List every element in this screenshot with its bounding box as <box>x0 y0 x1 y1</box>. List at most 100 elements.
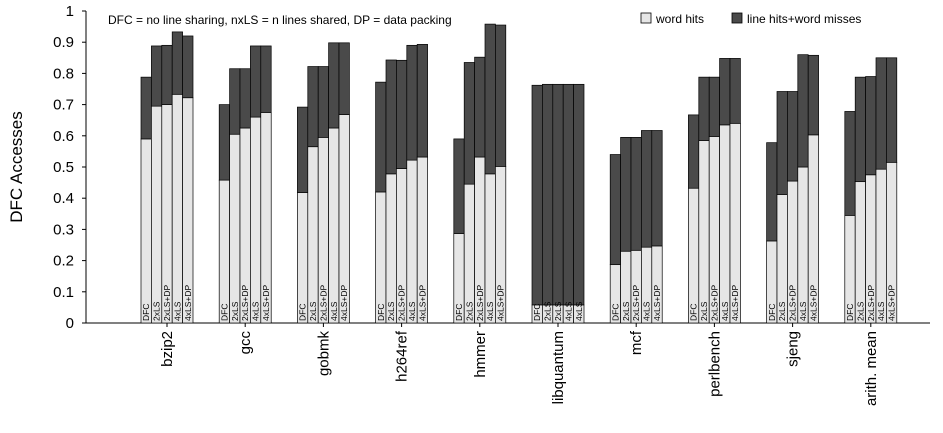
bar-line-hits <box>562 83 574 306</box>
bar-line-hits <box>620 137 632 252</box>
bar-line-hits <box>484 23 496 175</box>
bar-config-label: 2xLS+DP <box>162 285 172 321</box>
legend-swatch <box>731 12 743 24</box>
bar-word-hits <box>229 133 241 324</box>
bar-config-label: 4xLS <box>251 301 261 321</box>
bar-line-hits <box>328 42 340 129</box>
bar-line-hits <box>854 76 866 183</box>
bar-config-label: DFC <box>767 304 777 321</box>
bar-config-label: DFC <box>454 304 464 321</box>
bar-line-hits <box>463 62 475 185</box>
bar-config-label: DFC <box>219 304 229 321</box>
y-tick-label: 0.7 <box>53 97 74 114</box>
bar-word-hits <box>484 173 496 324</box>
bar-config-label: 2xLS <box>777 301 787 321</box>
bar-word-hits <box>875 168 887 324</box>
bar-config-label: 4xLS+DP <box>652 285 662 321</box>
bar-config-label: 2xLS+DP <box>318 285 328 321</box>
y-axis-label: DFC Accesses <box>7 111 26 222</box>
bar-line-hits <box>797 54 809 168</box>
bar-line-hits <box>573 83 585 306</box>
bar-config-label: 2xLS+DP <box>631 285 641 321</box>
bar-line-hits <box>776 91 788 195</box>
y-tick-label: 0.3 <box>53 221 74 238</box>
bar-config-label: 2xLS <box>543 301 553 321</box>
bar-line-hits <box>844 111 856 216</box>
bar-config-label: 4xLS+DP <box>339 285 349 321</box>
y-tick-layer: 0 0.1 0.2 0.3 0.4 0.5 0.6 0.7 0.8 0.9 1 <box>53 3 86 332</box>
bar-line-hits <box>729 58 741 124</box>
bar-config-label: 2xLS+DP <box>866 285 876 321</box>
bar-config-label: 2xLS <box>855 301 865 321</box>
bar-line-hits <box>865 76 877 176</box>
y-tick-label: 0.9 <box>53 34 74 51</box>
bar-config-label: 2xLS <box>621 301 631 321</box>
bar-line-hits <box>338 42 350 115</box>
bar-line-hits <box>229 68 241 135</box>
y-tick-label: 1 <box>66 3 74 20</box>
bar-line-hits <box>151 45 163 107</box>
bar-config-label: 2xLS+DP <box>240 285 250 321</box>
bar-line-hits <box>140 76 152 140</box>
legend-label: word hits <box>655 12 704 26</box>
y-tick-label: 0.8 <box>53 65 74 82</box>
bar-word-hits <box>250 116 262 324</box>
bar-line-hits <box>531 84 543 306</box>
bar-line-hits <box>552 83 564 306</box>
bar-word-hits <box>385 173 397 324</box>
group-label-layer: bzip2 gcc gobmk h264ref hmmer libquantum mcf pe… <box>159 323 880 406</box>
bar-config-label: DFC <box>298 304 308 321</box>
bar-line-hits <box>719 58 731 126</box>
bar-line-hits <box>542 83 554 306</box>
bar-word-hits <box>406 159 418 324</box>
group-label: perlbench <box>706 331 723 397</box>
bar-config-label: 4xLS+DP <box>183 285 193 321</box>
bar-line-hits <box>766 142 778 242</box>
bar-word-hits <box>688 187 700 324</box>
bar-word-hits <box>328 127 340 324</box>
bar-line-hits <box>698 76 710 141</box>
bar-line-hits <box>641 130 653 248</box>
group-label: mcf <box>628 330 645 355</box>
bar-line-hits <box>688 114 700 189</box>
bar-config-label: DFC <box>610 304 620 321</box>
bar-word-hits <box>151 105 163 324</box>
bar-config-label: 4xLS <box>485 301 495 321</box>
bar-word-hits <box>698 140 710 324</box>
bar-config-label: 2xLS+DP <box>397 285 407 321</box>
bar-line-hits <box>416 44 428 158</box>
bar-config-label: 2xLS <box>699 301 709 321</box>
bar-line-hits <box>875 57 887 170</box>
bar-line-hits <box>396 59 408 169</box>
bar-config-label: DFC <box>376 304 386 321</box>
bar-line-hits <box>239 68 251 129</box>
group-label: bzip2 <box>159 331 176 367</box>
y-tick-label: 0.2 <box>53 253 74 270</box>
bar-config-label: 2xLS+DP <box>788 285 798 321</box>
bar-line-hits <box>171 31 183 95</box>
group-label: h264ref <box>394 330 411 382</box>
bar-config-label: 4xLS <box>563 301 573 321</box>
group-label: hmmer <box>472 331 489 378</box>
group-label: libquantum <box>550 331 567 404</box>
y-tick-label: 0.5 <box>53 159 74 176</box>
y-tick-label: 0.1 <box>53 284 74 301</box>
bar-config-label: 4xLS+DP <box>887 285 897 321</box>
bar-config-label: 2xLS <box>308 301 318 321</box>
bar-config-label: 4xLS <box>407 301 417 321</box>
bar-config-label: DFC <box>141 304 151 321</box>
bar-line-hits <box>250 45 262 118</box>
bar-config-label: DFC <box>532 304 542 321</box>
bar-line-hits <box>182 35 194 99</box>
y-tick-label: 0.6 <box>53 128 74 145</box>
bar-config-label: 2xLS <box>553 301 563 321</box>
bar-word-hits <box>797 166 809 324</box>
bar-config-label: 4xLS+DP <box>417 285 427 321</box>
bar-line-hits <box>375 81 387 193</box>
bar-line-hits <box>406 44 418 161</box>
bar-config-label: 4xLS <box>329 301 339 321</box>
bar-line-hits <box>886 57 898 163</box>
bar-config-label: 4xLS+DP <box>261 285 271 321</box>
bar-line-hits <box>708 76 720 137</box>
bar-config-label: 2xLS <box>152 301 162 321</box>
